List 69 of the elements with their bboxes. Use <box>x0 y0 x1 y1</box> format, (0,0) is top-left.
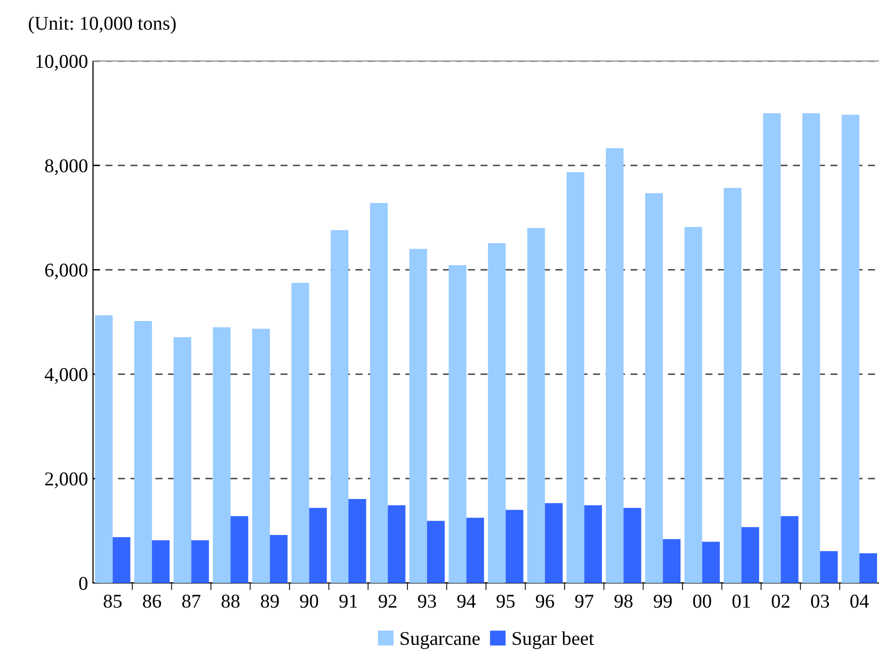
x-tick-label: 95 <box>496 594 515 608</box>
bar <box>330 230 348 583</box>
x-tick-label: 00 <box>693 594 712 608</box>
bar <box>802 113 820 583</box>
y-tick-label: 10,000 <box>36 54 88 71</box>
bar <box>252 328 270 583</box>
y-tick-label: 0 <box>79 576 88 590</box>
bar <box>409 248 428 583</box>
bar <box>780 516 798 583</box>
bar <box>370 202 388 583</box>
x-tick-label: 92 <box>378 594 396 608</box>
bar <box>134 320 152 583</box>
bar <box>466 518 484 583</box>
bar <box>112 537 130 583</box>
x-tick-label: 90 <box>300 594 318 608</box>
bar <box>741 527 760 583</box>
bar <box>584 505 602 583</box>
legend-label: Sugar beet <box>512 631 594 650</box>
bar <box>94 315 113 583</box>
x-tick-label: 97 <box>575 594 594 608</box>
x-tick-label: 91 <box>339 594 358 608</box>
x-tick-label: 93 <box>418 594 436 608</box>
x-tick-label: 98 <box>614 594 633 608</box>
y-tick-label: 4,000 <box>44 368 88 384</box>
bar <box>820 551 838 583</box>
bar <box>448 265 466 583</box>
x-tick-label: 96 <box>536 594 554 608</box>
bar <box>645 193 663 583</box>
x-tick-label: 87 <box>182 594 200 608</box>
bar <box>724 188 742 583</box>
x-tick-label: 03 <box>811 594 830 608</box>
bar <box>606 148 624 583</box>
bar <box>348 498 366 583</box>
bar <box>427 520 445 583</box>
bar <box>763 113 781 583</box>
text: (Unit: 10,000 tons) <box>28 16 176 34</box>
bar <box>270 534 288 583</box>
x-tick-label: 04 <box>850 594 869 608</box>
x-tick-label: 85 <box>104 594 122 608</box>
bar <box>230 516 248 583</box>
bar <box>506 510 524 583</box>
x-tick-label: 94 <box>457 594 476 608</box>
bar <box>566 172 584 583</box>
x-tick-label: 86 <box>142 594 162 608</box>
bar <box>842 114 860 583</box>
bar <box>684 226 702 583</box>
bar <box>212 327 231 583</box>
x-tick-label: 02 <box>772 594 790 608</box>
bar <box>702 542 720 583</box>
x-tick-label: 89 <box>260 594 279 608</box>
bar <box>859 553 878 583</box>
bar <box>152 540 170 583</box>
bar <box>291 282 310 583</box>
bar <box>662 539 681 583</box>
x-tick-label: 01 <box>732 594 750 608</box>
bar <box>388 505 406 583</box>
x-tick-label: 88 <box>222 594 240 608</box>
bar <box>544 503 563 583</box>
bar <box>527 228 545 583</box>
bar <box>191 540 209 583</box>
bar <box>309 508 327 583</box>
x-tick-label: 99 <box>654 594 672 608</box>
bar <box>174 337 192 583</box>
y-tick-label: 2,000 <box>45 472 88 488</box>
y-tick-label: 6,000 <box>45 264 88 280</box>
bar <box>488 243 506 583</box>
y-tick-label: 8,000 <box>45 159 88 176</box>
bar <box>624 508 642 583</box>
legend-label: Sugarcane <box>400 632 480 650</box>
